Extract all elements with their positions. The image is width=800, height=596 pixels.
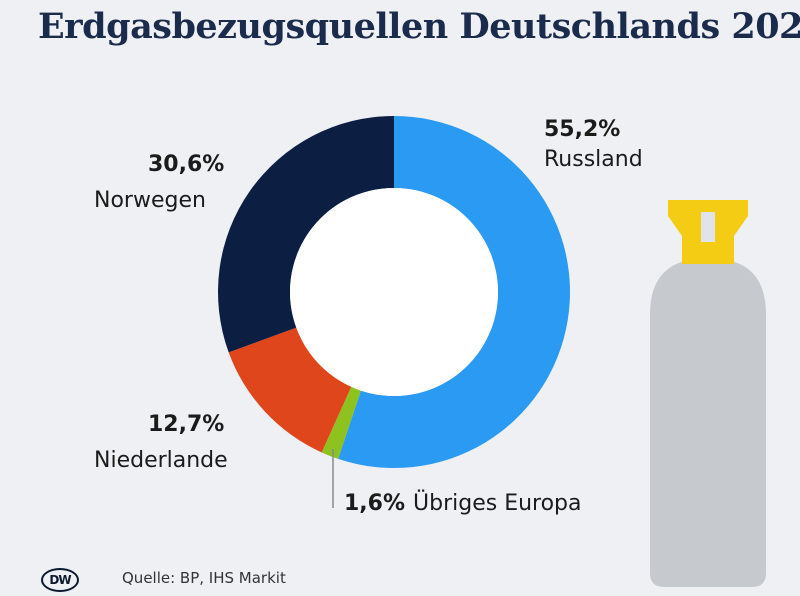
donut-slices — [218, 116, 571, 468]
donut-slice-übriges-europa — [321, 386, 361, 459]
donut-slice-niederlande — [228, 327, 352, 453]
label-russland-name: Russland — [544, 147, 643, 172]
label-uebriges-europa-value: 1,6% — [344, 491, 405, 516]
label-uebriges-europa-name: Übriges Europa — [413, 490, 582, 516]
label-niederlande-value: 12,7% — [148, 412, 224, 437]
dw-logo: DW — [41, 568, 79, 592]
label-norwegen-name: Norwegen — [94, 188, 206, 213]
label-niederlande-name: Niederlande — [94, 448, 228, 473]
label-russland-value: 55,2% — [544, 117, 620, 142]
donut-slice-russland — [338, 116, 571, 468]
label-norwegen-value: 30,6% — [148, 152, 224, 177]
source-note: Quelle: BP, IHS Markit — [122, 569, 286, 587]
donut-slice-norwegen — [218, 116, 394, 353]
cylinder-valve-slot — [701, 212, 715, 242]
donut-hole — [290, 188, 498, 396]
chart-title: Erdgasbezugsquellen Deutschlands 2020 — [38, 6, 800, 47]
gas-cylinder-icon — [650, 200, 766, 587]
label-uebriges-europa: 1,6% Übriges Europa — [344, 490, 582, 516]
cylinder-body — [650, 258, 766, 587]
